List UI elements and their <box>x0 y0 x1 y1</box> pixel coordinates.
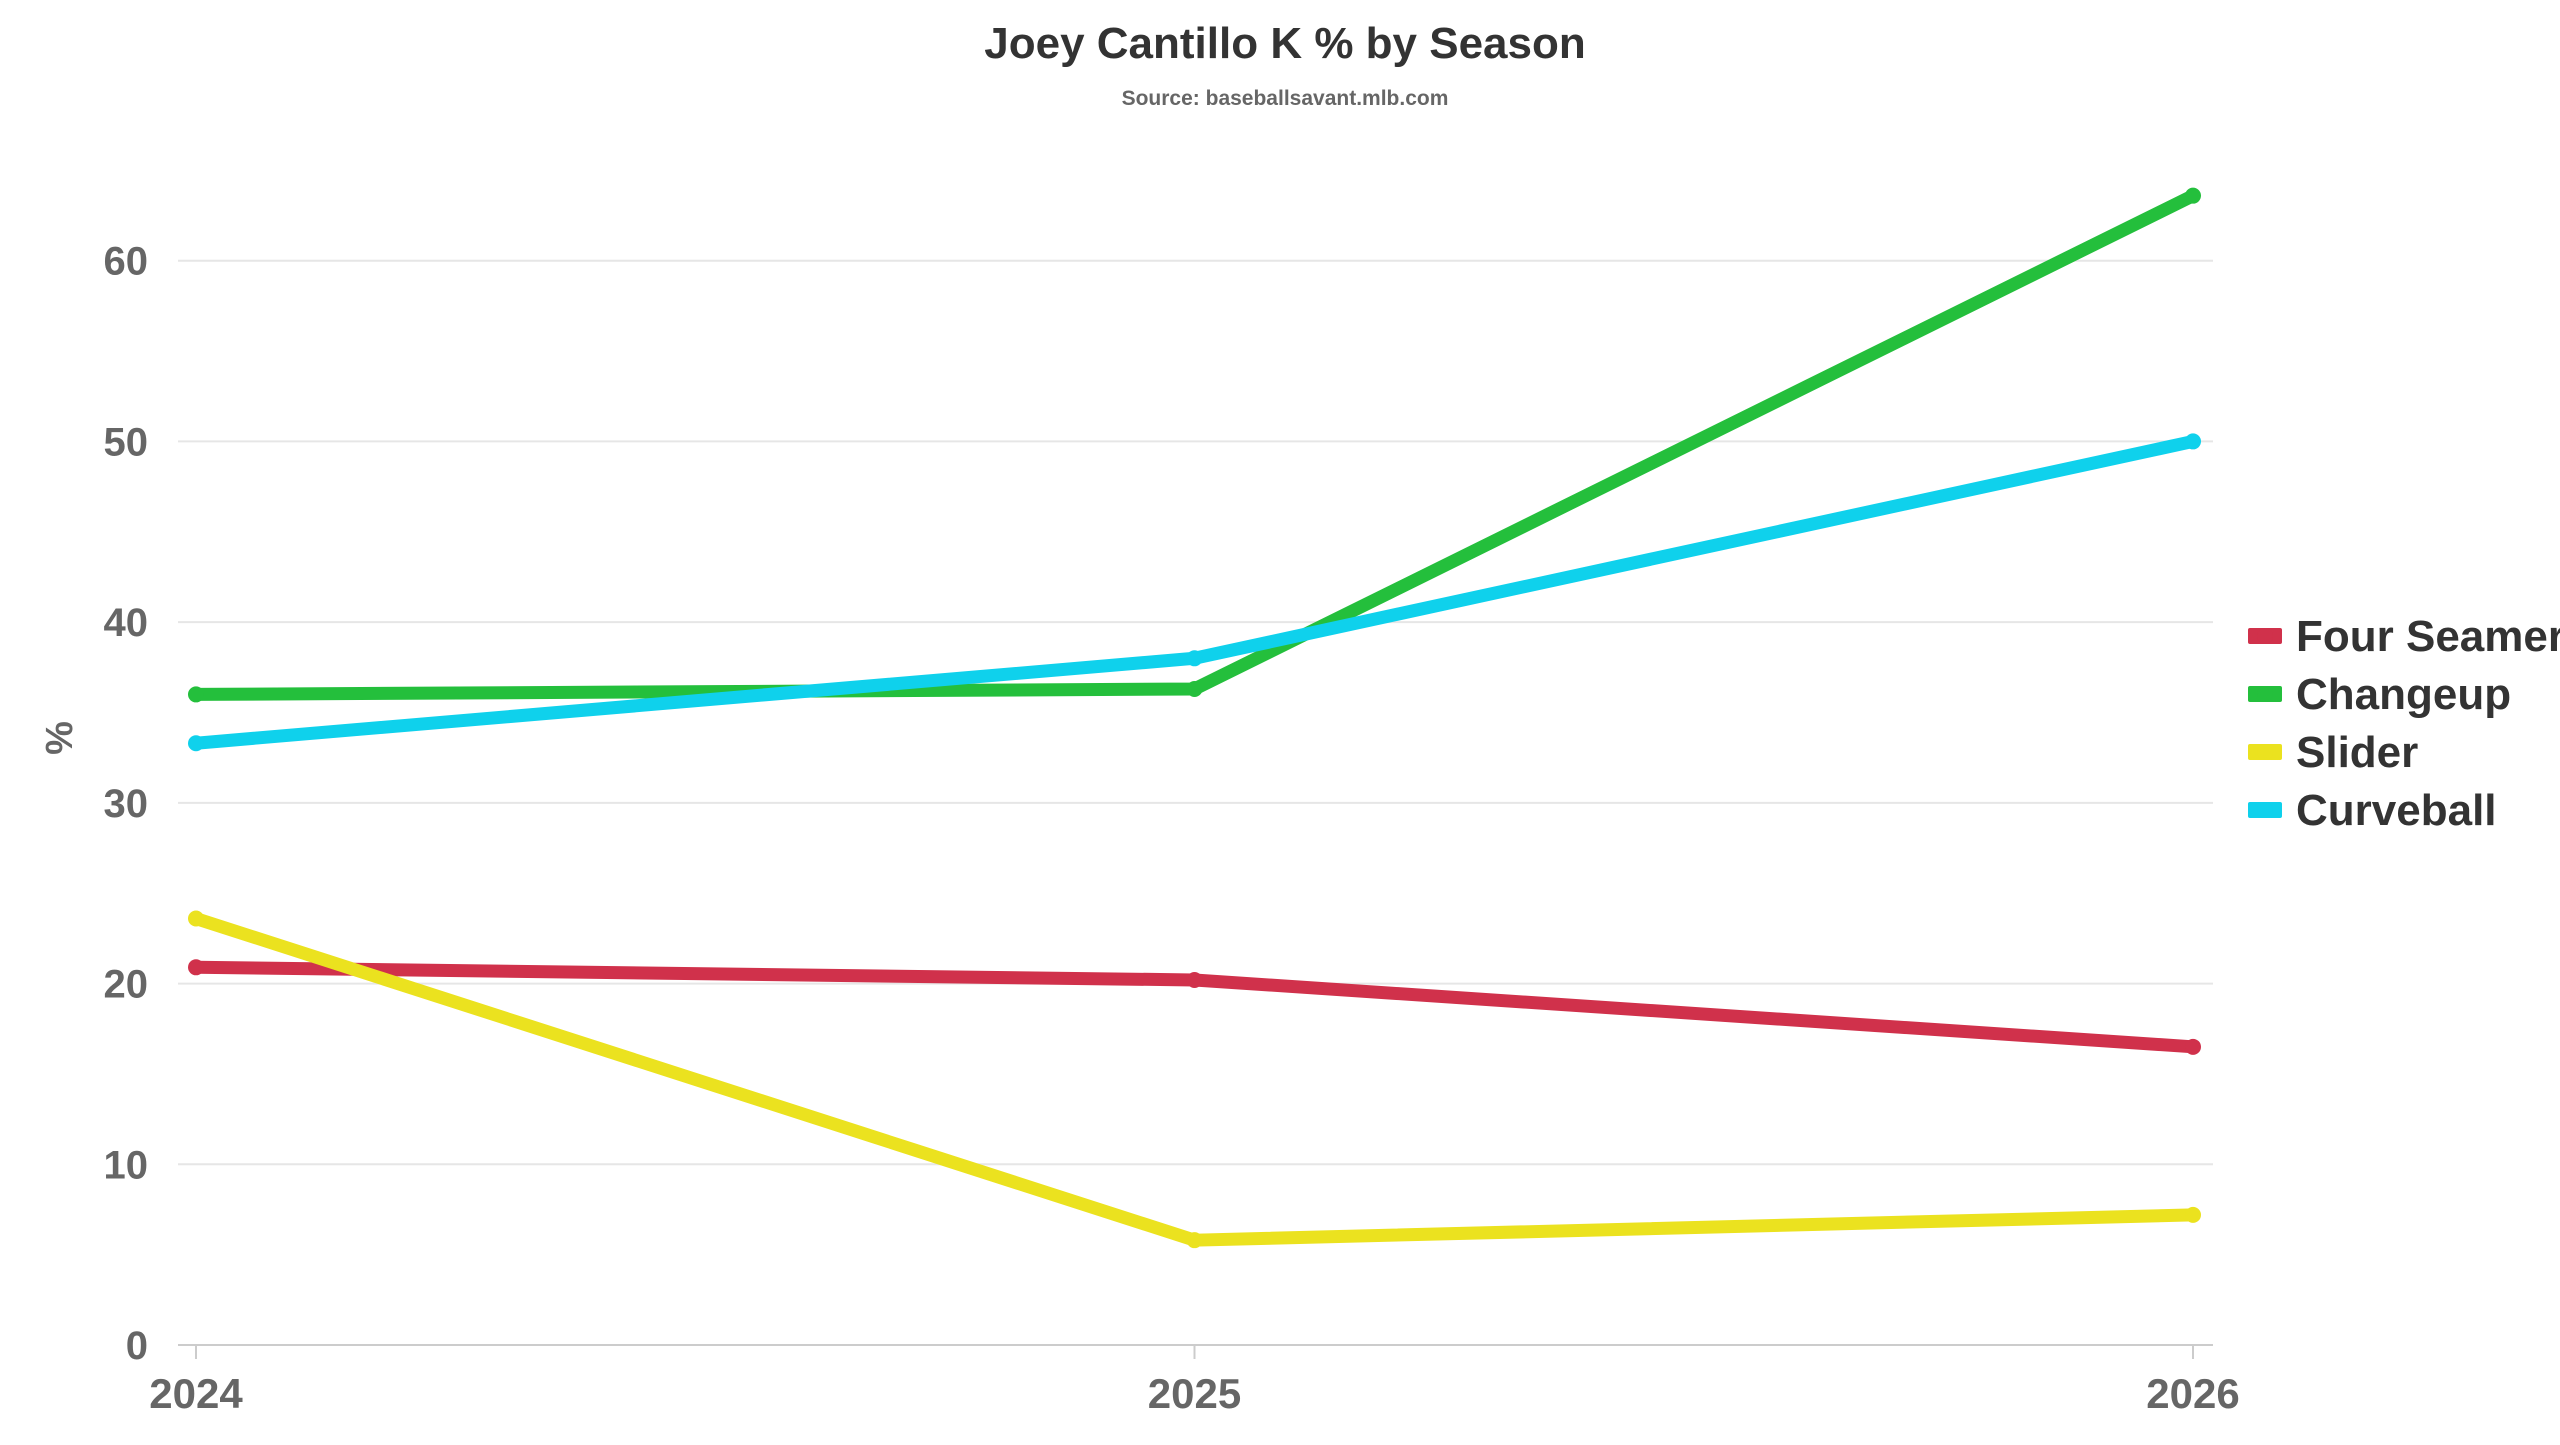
legend-marker <box>2257 802 2273 818</box>
legend-item-changeup[interactable]: Changeup <box>2248 670 2511 719</box>
y-axis-title: % <box>39 721 81 755</box>
y-tick-label: 10 <box>104 1143 149 1187</box>
series-lines <box>188 187 2201 1249</box>
y-tick-label: 50 <box>104 420 149 464</box>
legend-label: Four Seamer <box>2296 612 2560 661</box>
legend-item-four-seamer[interactable]: Four Seamer <box>2248 612 2560 661</box>
data-point[interactable] <box>1186 650 1203 667</box>
data-point[interactable] <box>188 910 204 927</box>
legend-marker <box>2257 686 2273 702</box>
data-point[interactable] <box>2185 433 2201 450</box>
data-point[interactable] <box>2185 1206 2201 1223</box>
data-point[interactable] <box>1186 1232 1203 1249</box>
data-point[interactable] <box>2185 187 2201 204</box>
gridlines <box>178 259 2213 1166</box>
y-tick-label: 40 <box>104 601 149 645</box>
data-point[interactable] <box>1186 681 1203 698</box>
x-tick-label: 2026 <box>2146 1370 2239 1417</box>
legend-label: Curveball <box>2296 786 2497 835</box>
legend-label: Changeup <box>2296 670 2511 719</box>
legend-marker <box>2257 744 2273 760</box>
x-tick-label: 2024 <box>149 1370 243 1417</box>
legend-marker <box>2257 628 2273 644</box>
chart-title: Joey Cantillo K % by Season <box>984 19 1586 68</box>
data-point[interactable] <box>188 686 204 703</box>
y-tick-label: 0 <box>126 1324 148 1368</box>
chart-subtitle: Source: baseballsavant.mlb.com <box>1122 87 1449 110</box>
series-line-changeup[interactable] <box>195 189 2196 701</box>
legend-item-curveball[interactable]: Curveball <box>2248 786 2497 835</box>
data-point[interactable] <box>188 959 204 976</box>
legend-label: Slider <box>2296 728 2418 777</box>
legend-item-slider[interactable]: Slider <box>2248 728 2418 777</box>
x-tick-label: 2025 <box>1148 1370 1241 1417</box>
y-tick-label: 20 <box>104 963 149 1007</box>
axes: 0 10 20 30 40 50 60 2024 2025 2026 <box>104 240 2240 1417</box>
data-point[interactable] <box>188 735 204 752</box>
y-tick-label: 60 <box>104 240 149 284</box>
legend: Four Seamer Changeup Slider Curveball <box>2248 612 2560 835</box>
y-tick-label: 30 <box>104 782 149 826</box>
data-point[interactable] <box>2185 1038 2201 1055</box>
data-point[interactable] <box>1186 971 1203 988</box>
